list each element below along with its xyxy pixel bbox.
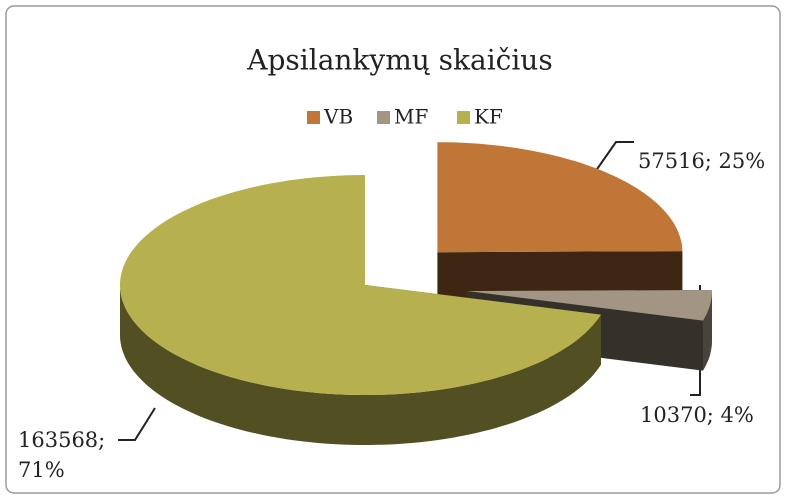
legend-label: KF	[474, 105, 503, 129]
legend-label: MF	[394, 105, 428, 129]
slice-side	[703, 291, 712, 371]
leader-line	[118, 407, 156, 441]
slice-face	[437, 251, 683, 303]
pie-slice	[437, 142, 683, 303]
legend-swatch	[307, 111, 320, 124]
slice-side	[120, 285, 601, 445]
data-label: 163568; 71%	[18, 428, 106, 482]
slice-top	[120, 175, 601, 395]
legend-swatch	[377, 111, 390, 124]
data-label: 57516; 25%	[638, 149, 766, 173]
chart-title: Apsilankymų skaičius	[246, 44, 552, 77]
slice-top	[467, 290, 712, 321]
data-label: 10370; 4%	[640, 403, 754, 427]
leader-line	[587, 141, 634, 183]
legend-label: VB	[323, 105, 353, 129]
slice-top	[437, 142, 683, 253]
pie-slice	[120, 175, 601, 445]
legend-swatch	[457, 111, 470, 124]
